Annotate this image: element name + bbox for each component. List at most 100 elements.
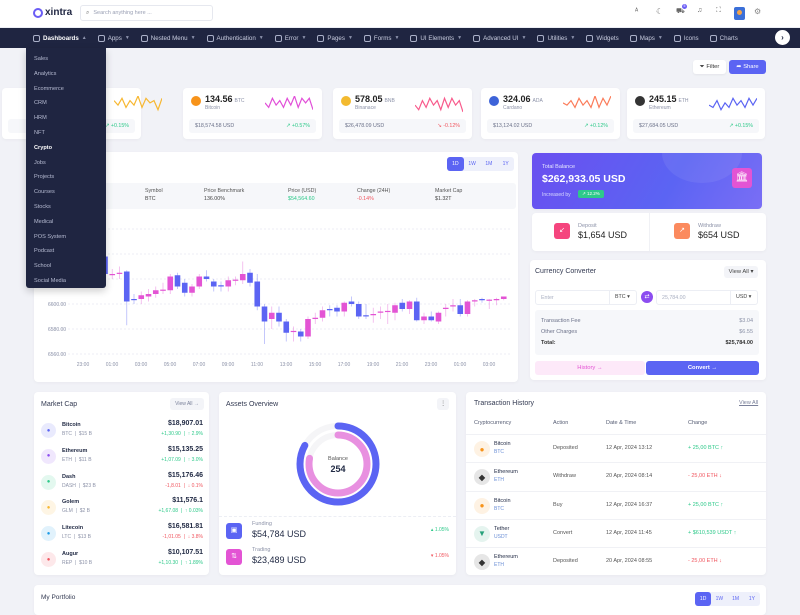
period-tab-1y[interactable]: 1Y — [502, 161, 509, 167]
nav-item-widgets[interactable]: Widgets — [586, 34, 619, 42]
to-amount-input[interactable]: 25,784.00 — [656, 290, 758, 305]
dash-icon: ● — [41, 474, 56, 490]
nav-item-nested-menu[interactable]: Nested Menu ▼ — [140, 34, 196, 42]
bell-icon[interactable]: ♫ — [697, 7, 703, 14]
period-tab-1m[interactable]: 1M — [485, 161, 493, 167]
convert-button[interactable]: Convert → — [646, 361, 759, 375]
dropdown-item-crypto[interactable]: Crypto — [34, 144, 53, 151]
dropdown-item-hrm[interactable]: HRM — [34, 115, 47, 122]
coin-price: $18,907.01 — [167, 420, 203, 427]
transaction-row[interactable]: ● Bitcoin BTC Deposited 12 Apr, 2024 13:12 + … — [466, 434, 766, 462]
dropdown-item-social-media[interactable]: Social Media — [34, 277, 67, 284]
dropdown-item-medical[interactable]: Medical — [34, 218, 54, 225]
nav-item-charts[interactable]: Charts — [709, 34, 738, 42]
dropdown-item-stocks[interactable]: Stocks — [34, 203, 51, 210]
more-options-icon[interactable]: ⋮ — [437, 398, 449, 410]
tx-date: 12 Apr, 2024 11:45 — [606, 529, 652, 536]
dropdown-item-nft[interactable]: NFT — [34, 129, 45, 136]
market-cap-row[interactable]: ● Litecoin LTC | $13 B $16,581.81 -1,01.05 |… — [34, 522, 209, 546]
search-input[interactable]: ⌕ Search anything here ... — [80, 5, 213, 21]
avatar[interactable] — [734, 7, 745, 20]
nav-label: UI Elements — [420, 34, 455, 42]
period-tab-1m[interactable]: 1M — [732, 596, 740, 602]
augur-icon: ● — [41, 552, 56, 567]
period-tab-1y[interactable]: 1Y — [748, 596, 755, 602]
market-cap-row[interactable]: ● Ethereum ETH | $11 B $15,135.25 +1,07.09 |… — [34, 445, 209, 469]
ethereum-icon: ◆ — [474, 554, 490, 571]
period-tab-1d[interactable]: 1D — [695, 592, 712, 606]
asset-label: Funding — [252, 521, 272, 527]
swap-icon[interactable]: ⇄ — [641, 291, 653, 303]
dropdown-item-analytics[interactable]: Analytics — [34, 70, 57, 77]
chevron-down-icon: ▼ — [301, 35, 307, 41]
transaction-row[interactable]: ▼ Tether USDT Convert 12 Apr, 2024 11:45 + $6… — [466, 518, 766, 547]
dropdown-item-jobs[interactable]: Jobs — [34, 159, 46, 166]
dropdown-item-ecommerce[interactable]: Ecommerce — [34, 85, 64, 92]
transaction-row[interactable]: ◆ Ethereum ETH Deposited 20 Apr, 2024 08:55 -… — [466, 547, 766, 575]
dropdown-item-pos-system[interactable]: POS System — [34, 233, 67, 240]
nav-item-maps[interactable]: Maps ▼ — [629, 34, 663, 42]
nav-item-authentication[interactable]: Authentication ▼ — [206, 34, 264, 42]
nav-item-advanced-ui[interactable]: Advanced UI ▼ — [473, 34, 527, 42]
market-cap-row[interactable]: ● Bitcoin BTC | $15 B $18,907.01 +1,30.90 | … — [34, 419, 209, 443]
dropdown-item-podcast[interactable]: Podcast — [34, 248, 55, 255]
from-amount-input[interactable]: Enter — [535, 290, 637, 305]
asset-value: $23,489 USD — [252, 555, 307, 565]
bitcoin-icon: ● — [474, 441, 490, 457]
nav-label: Icons — [683, 34, 699, 42]
nav-scroll-right-button[interactable]: › — [775, 30, 790, 45]
nav-item-utilities[interactable]: Utilities ▼ — [537, 34, 575, 42]
tx-coin-name: Ethereum — [494, 554, 518, 561]
from-currency-select[interactable]: BTC ▾ — [609, 290, 637, 305]
nav-item-icons[interactable]: Icons — [673, 34, 699, 42]
market-cap-row[interactable]: ● Dash DASH | $23 B $15,176.46 -1,8.01 | ↓ 0… — [34, 471, 209, 495]
dropdown-item-projects[interactable]: Projects — [34, 174, 55, 181]
converter-view-all-button[interactable]: View All ▾ — [724, 266, 758, 278]
gear-icon[interactable]: ⚙ — [754, 7, 762, 16]
market-cap-row[interactable]: ● Golem GLM | $2 B $11,576.1 +1,67.08 | ↑ 0.… — [34, 496, 209, 520]
coin-icon — [191, 96, 201, 106]
stat-value: 578.05 — [355, 94, 383, 104]
chevron-down-icon: ▼ — [521, 35, 527, 41]
ethereum-icon: ◆ — [474, 469, 490, 486]
tx-action: Deposited — [553, 445, 578, 451]
market-cap-row[interactable]: ● Augur REP | $10 B $10,107.51 +1,10.30 | ↑ … — [34, 548, 209, 572]
chevron-down-icon: ▼ — [258, 35, 264, 41]
filter-button[interactable]: ⏷ Filter — [693, 60, 726, 74]
tx-date: 20 Apr, 2024 08:55 — [606, 558, 653, 565]
coin-symbol-cap: BTC | $15 B — [62, 431, 92, 437]
ethereum-icon: ● — [41, 448, 56, 464]
nav-label: Forms — [373, 34, 392, 42]
share-button[interactable]: ➦ Share — [729, 60, 766, 74]
period-tab-1w[interactable]: 1W — [468, 161, 476, 167]
nav-item-forms[interactable]: Forms ▼ — [363, 34, 399, 42]
transaction-row[interactable]: ◆ Ethereum ETH Withdraw 20 Apr, 2024 08:14 - … — [466, 462, 766, 490]
info-label: Symbol — [145, 188, 163, 194]
column-header: Cryptocurrency — [474, 420, 512, 426]
market-cap-view-all[interactable]: View All → — [170, 398, 204, 410]
transactions-view-all-link[interactable]: View All — [739, 400, 759, 406]
transaction-row[interactable]: ● Bitcoin BTC Buy 12 Apr, 2024 16:37 + 25,00 … — [466, 490, 766, 519]
cart-icon[interactable]: ⛟ — [676, 8, 685, 15]
history-button[interactable]: History → — [535, 361, 645, 375]
moon-icon[interactable]: ☾ — [656, 7, 664, 16]
dropdown-item-courses[interactable]: Courses — [34, 189, 55, 196]
nav-item-apps[interactable]: Apps ▼ — [97, 34, 130, 42]
nav-item-ui-elements[interactable]: UI Elements ▼ — [410, 34, 462, 42]
stat-unit: ADA — [532, 98, 543, 104]
fullscreen-icon[interactable]: ⛶ — [716, 7, 721, 14]
nav-item-pages[interactable]: Pages ▼ — [317, 34, 353, 42]
coin-change: +1,30.90 | ↑ 2.9% — [161, 431, 203, 437]
translate-icon[interactable]: ᴬ — [635, 8, 639, 15]
dropdown-item-school[interactable]: School — [34, 263, 52, 270]
logo[interactable]: xintra — [45, 7, 73, 18]
period-tab-1w[interactable]: 1W — [715, 596, 724, 602]
to-currency-select[interactable]: USD ▾ — [730, 290, 758, 305]
dropdown-item-sales[interactable]: Sales — [34, 56, 48, 62]
period-tab-1d[interactable]: 1D — [447, 157, 464, 171]
dropdown-item-crm[interactable]: CRM — [34, 100, 47, 107]
nav-item-dashboards[interactable]: Dashboards ▲ — [33, 34, 87, 42]
stat-unit: BNB — [384, 98, 395, 104]
nav-item-error[interactable]: Error ▼ — [274, 34, 307, 42]
tx-action: Buy — [553, 501, 563, 508]
